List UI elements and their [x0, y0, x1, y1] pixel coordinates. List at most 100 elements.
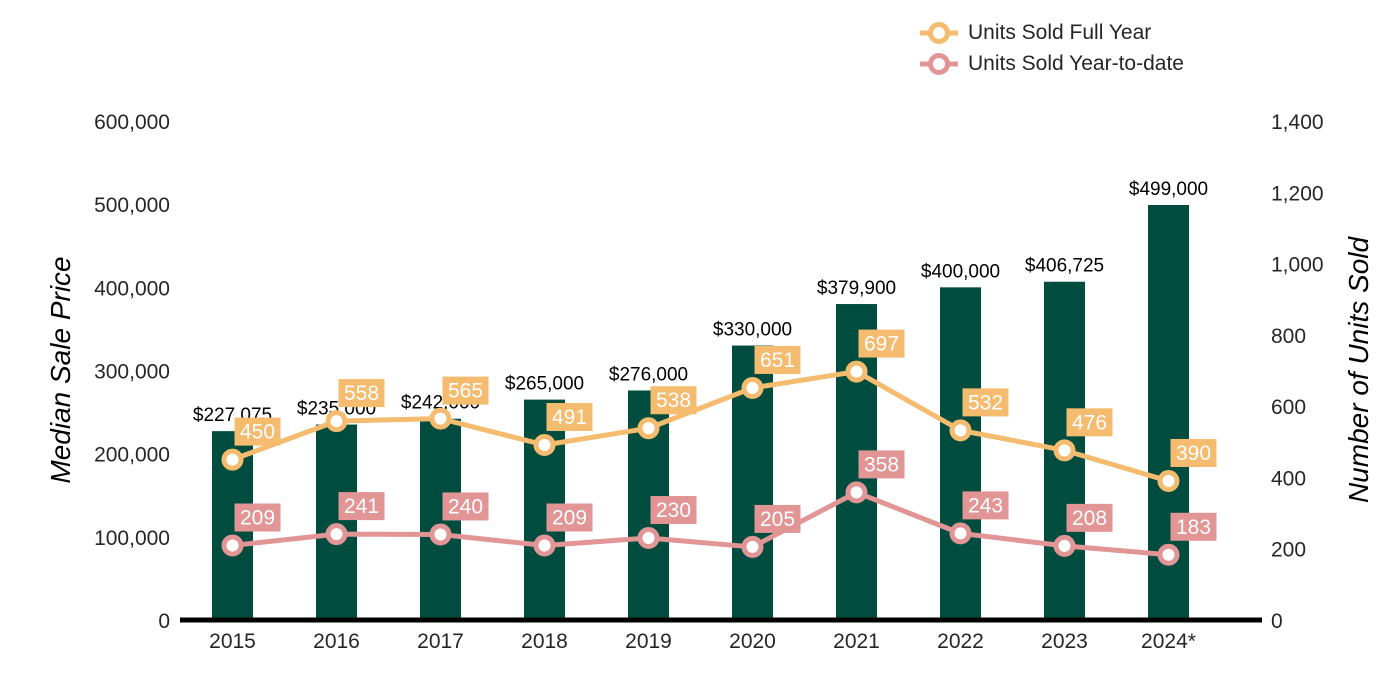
bar — [940, 287, 981, 620]
data-label: 243 — [968, 494, 1003, 517]
x-tick-label: 2019 — [625, 630, 672, 653]
series-point — [845, 481, 868, 504]
y-tick-label: 600,000 — [94, 111, 170, 134]
series-line — [231, 369, 1170, 484]
y-axis-title: Median Sale Price — [45, 256, 76, 483]
data-label: 230 — [656, 499, 691, 522]
bar — [316, 424, 357, 620]
y-tick-label: 200,000 — [94, 444, 170, 467]
series-point — [325, 523, 348, 546]
data-label: 450 — [240, 421, 275, 444]
data-label-box — [1170, 512, 1217, 541]
data-label: 651 — [760, 349, 795, 372]
series-point — [637, 417, 660, 440]
series-point — [1157, 469, 1180, 492]
data-label: 532 — [968, 391, 1003, 414]
bar-value-label: $330,000 — [713, 320, 792, 341]
series-point — [637, 527, 660, 550]
data-label: 209 — [552, 507, 587, 530]
series-point — [1053, 534, 1076, 557]
series-point — [533, 433, 556, 456]
data-label-box — [650, 496, 697, 525]
data-label: 183 — [1176, 516, 1211, 539]
data-label: 358 — [864, 453, 899, 476]
data-label-box — [754, 504, 801, 533]
series-point — [949, 419, 972, 442]
data-label: 476 — [1072, 411, 1107, 434]
data-label: 538 — [656, 389, 691, 412]
series-point — [741, 376, 764, 399]
bar-value-label: $276,000 — [609, 364, 688, 385]
y2-tick-label: 800 — [1271, 325, 1306, 348]
data-label: 565 — [448, 380, 483, 403]
y2-tick-label: 1,400 — [1271, 111, 1324, 134]
data-label: 241 — [344, 495, 379, 518]
y2-tick-label: 400 — [1271, 467, 1306, 490]
bar-value-label: $379,900 — [817, 278, 896, 299]
x-tick-label: 2021 — [833, 630, 880, 653]
y2-tick-label: 1,200 — [1271, 182, 1324, 205]
data-label-box — [858, 329, 905, 358]
series-point — [1157, 543, 1180, 566]
y-tick-label: 0 — [158, 610, 170, 633]
x-tick-label: 2022 — [937, 630, 984, 653]
data-label-box — [1066, 408, 1113, 437]
series-point — [221, 534, 244, 557]
data-label: 240 — [448, 495, 483, 518]
data-label: 205 — [760, 508, 795, 531]
y2-axis-title: Number of Units Sold — [1343, 236, 1374, 504]
bar-value-label: $499,000 — [1129, 179, 1208, 200]
y-tick-label: 100,000 — [94, 527, 170, 550]
left-axis-ticks: 0 100,000 200,000 300,000 400,000 500,000 600,… — [94, 111, 170, 633]
data-label-box — [442, 492, 489, 521]
series-point — [429, 523, 452, 546]
legend-label-year-to-date: Units Sold Year-to-date — [968, 52, 1184, 75]
x-tick-label: 2017 — [417, 630, 464, 653]
x-tick-label: 2024* — [1141, 630, 1196, 653]
data-label: 697 — [864, 333, 899, 356]
series-point — [325, 410, 348, 433]
y-tick-label: 400,000 — [94, 277, 170, 300]
bar-value-label: $265,000 — [505, 374, 584, 395]
series-point — [429, 407, 452, 430]
data-label: 491 — [552, 406, 587, 429]
data-label-box — [234, 417, 281, 446]
series-point — [949, 522, 972, 545]
data-label-box — [650, 386, 697, 415]
series-point — [845, 360, 868, 383]
data-label-box — [1066, 503, 1113, 532]
data-label-box — [442, 376, 489, 405]
legend-swatch-full-year-icon — [920, 22, 958, 44]
right-axis-ticks: 0 200 400 600 800 1,000 1,200 1,400 — [1271, 111, 1324, 633]
series-point — [533, 534, 556, 557]
data-label-box — [234, 503, 281, 532]
data-label: 209 — [240, 507, 275, 530]
line-series: 450 558 565 491 538 651 697 532 476 390 209 241 240 2… — [221, 329, 1217, 566]
data-label-box — [962, 491, 1009, 520]
data-label: 558 — [344, 382, 379, 405]
data-label-box — [338, 492, 385, 521]
x-tick-label: 2018 — [521, 630, 568, 653]
y2-tick-label: 600 — [1271, 396, 1306, 419]
data-label-box — [754, 345, 801, 374]
data-label-box — [962, 388, 1009, 417]
data-label-box — [546, 503, 593, 532]
data-label: 390 — [1176, 442, 1211, 465]
x-tick-label: 2016 — [313, 630, 360, 653]
bar-value-label: $406,725 — [1025, 256, 1104, 277]
y2-tick-label: 0 — [1271, 610, 1283, 633]
x-tick-label: 2020 — [729, 630, 776, 653]
data-label-box — [1170, 438, 1217, 467]
data-label-box — [858, 450, 905, 479]
data-label-box — [338, 379, 385, 408]
bar-value-label: $400,000 — [921, 261, 1000, 282]
y-tick-label: 300,000 — [94, 361, 170, 384]
y2-tick-label: 1,000 — [1271, 254, 1324, 277]
x-tick-label: 2023 — [1041, 630, 1088, 653]
data-label: 208 — [1072, 507, 1107, 530]
x-tick-label: 2015 — [209, 630, 256, 653]
legend-swatch-year-to-date-icon — [920, 53, 958, 75]
y2-tick-label: 200 — [1271, 539, 1306, 562]
data-label-box — [546, 402, 593, 431]
